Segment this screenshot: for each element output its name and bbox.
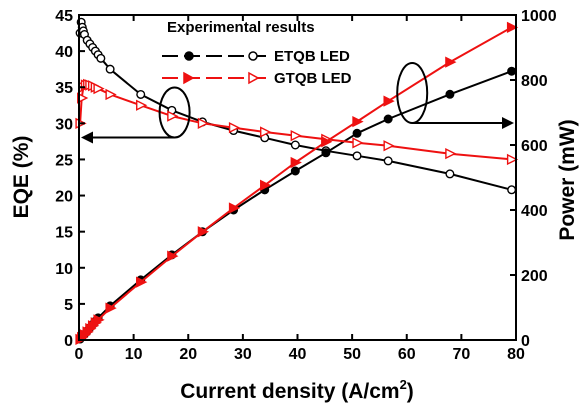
point-gtqb-led-eqe <box>136 99 148 111</box>
point-gtqb-led-eqe <box>93 83 105 95</box>
axes: 0 10 20 30 40 50 60 70 8005101520253035404502004… <box>55 8 556 363</box>
point-gtqb-led-eqe <box>197 117 210 129</box>
point-gtqb-led-power <box>352 115 364 128</box>
legend-marker-gtqb-open <box>248 71 260 85</box>
point-gtqb-led-power <box>260 179 272 191</box>
annotation-arrowhead-power <box>502 117 514 129</box>
plot-area <box>75 17 519 345</box>
point-gtqb-led-eqe <box>506 153 519 166</box>
point-gtqb-led-power <box>197 226 210 238</box>
point-etqb-led-power <box>507 66 517 76</box>
x-axis-title-main: Current density (A/cm <box>180 380 399 403</box>
legend-marker-gtqb-filled <box>183 71 195 85</box>
point-gtqb-led-eqe <box>445 148 457 160</box>
y-tick-label: 35 <box>55 80 73 97</box>
point-etqb-led-eqe <box>136 89 146 99</box>
y2-axis-title: Power (mW) <box>556 119 579 240</box>
legend-entry-etqb: ETQB LED <box>162 48 350 65</box>
y-tick-label: 10 <box>55 261 73 278</box>
y2-tick-label: 0 <box>521 333 530 350</box>
point-etqb-led-power <box>290 166 300 176</box>
point-gtqb-led-eqe <box>352 137 364 149</box>
y-tick-label: 15 <box>55 225 73 242</box>
legend-marker-etqb-filled <box>184 51 194 61</box>
point-etqb-led-power <box>445 89 455 99</box>
annotation-arrowhead-eqe <box>81 131 93 144</box>
point-gtqb-led-eqe <box>167 110 179 122</box>
y-tick-label: 25 <box>55 152 73 169</box>
point-gtqb-led-eqe <box>290 129 302 142</box>
y2-tick-label: 800 <box>521 73 548 90</box>
point-gtqb-led-power <box>228 202 241 214</box>
point-etqb-led-eqe <box>383 156 393 166</box>
y-axis-title: EQE (%) <box>10 136 33 219</box>
y-tick-label: 0 <box>64 333 73 350</box>
annotations <box>81 62 514 144</box>
x-axis-title-close: ) <box>407 380 414 403</box>
y2-tick-label: 400 <box>521 203 548 220</box>
point-gtqb-led-eqe <box>383 140 395 152</box>
x-tick-label: 20 <box>179 346 197 363</box>
point-gtqb-led-power <box>93 314 105 326</box>
x-tick-label: 30 <box>234 346 252 363</box>
x-tick-label: 80 <box>507 346 525 363</box>
y-tick-label: 45 <box>55 8 73 25</box>
point-gtqb-led-power <box>445 56 457 68</box>
x-axis-title: Current density (A/cm2) <box>180 377 414 403</box>
legend-label-gtqb: GTQB LED <box>274 70 352 87</box>
legend-marker-etqb-open <box>248 51 258 61</box>
series-line-etqb-led-power <box>79 70 512 340</box>
y-tick-label: 40 <box>55 44 73 61</box>
point-etqb-led-power <box>352 128 362 138</box>
point-etqb-led-eqe <box>507 185 517 195</box>
point-gtqb-led-eqe <box>260 126 272 138</box>
x-axis-title-sup: 2 <box>400 377 407 392</box>
point-etqb-led-eqe <box>445 169 455 179</box>
point-etqb-led-eqe <box>105 64 115 74</box>
point-gtqb-led-power <box>136 276 148 288</box>
point-etqb-led-power <box>321 148 331 158</box>
legend-label-etqb: ETQB LED <box>274 48 350 65</box>
point-gtqb-led-power <box>383 95 395 107</box>
point-gtqb-led-eqe <box>228 122 241 134</box>
legend-title: Experimental results <box>167 19 315 36</box>
point-gtqb-led-power <box>105 302 117 314</box>
legend-entry-gtqb: GTQB LED <box>162 70 352 87</box>
y2-tick-label: 200 <box>521 268 548 285</box>
y-tick-label: 30 <box>55 116 73 133</box>
point-etqb-led-eqe <box>96 53 106 63</box>
legend: Experimental results ETQB LED GTQB LED <box>162 19 352 87</box>
y2-tick-label: 1000 <box>521 8 557 25</box>
y-tick-label: 5 <box>64 297 73 314</box>
x-tick-label: 0 <box>75 346 84 363</box>
x-tick-label: 70 <box>452 346 470 363</box>
x-tick-label: 50 <box>343 346 361 363</box>
point-gtqb-led-power <box>167 250 179 262</box>
point-gtqb-led-power <box>290 156 302 169</box>
point-etqb-led-eqe <box>352 151 362 161</box>
y-tick-label: 20 <box>55 189 73 206</box>
point-gtqb-led-power <box>321 136 333 148</box>
x-tick-label: 60 <box>398 346 416 363</box>
x-tick-label: 40 <box>289 346 307 363</box>
point-etqb-led-eqe <box>290 140 300 150</box>
x-tick-label: 10 <box>125 346 143 363</box>
point-gtqb-led-eqe <box>105 88 117 101</box>
point-etqb-led-power <box>383 114 393 124</box>
y2-tick-label: 600 <box>521 138 548 155</box>
point-gtqb-led-power <box>506 21 519 33</box>
